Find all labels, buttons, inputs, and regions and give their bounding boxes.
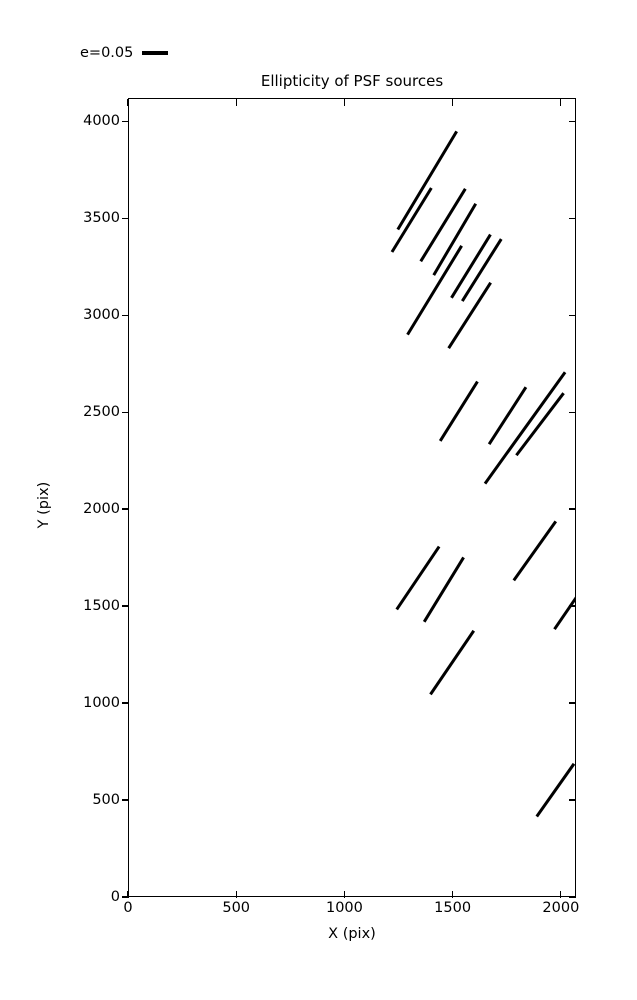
y-tick-mark <box>122 314 129 316</box>
y-tick-mark-right <box>569 605 576 607</box>
y-tick-mark <box>122 120 129 122</box>
y-tick-mark-right <box>569 314 576 316</box>
whisker-stick <box>447 281 492 350</box>
x-tick-mark-top <box>235 99 237 106</box>
whisker-stick <box>390 187 433 253</box>
whisker-stick <box>450 233 492 299</box>
y-tick-label: 3000 <box>83 307 120 324</box>
y-tick-label: 2000 <box>83 501 120 518</box>
horizontal-line-key-icon <box>142 51 169 56</box>
whisker-stick <box>461 238 503 302</box>
whisker-stick <box>396 130 458 231</box>
whisker-stick <box>438 380 479 442</box>
y-tick-mark-right <box>569 120 576 122</box>
plot-axes-frame <box>128 98 576 897</box>
y-axis-label: Y (pix) <box>36 481 52 529</box>
y-tick-mark-right <box>569 799 576 801</box>
y-tick-label: 3500 <box>83 210 120 227</box>
page-title: Ellipticity of PSF sources <box>260 72 444 90</box>
y-tick-mark-right <box>569 508 576 510</box>
y-tick-mark <box>122 217 129 219</box>
legend-scale-key: e=0.05 <box>80 45 169 61</box>
x-tick-mark-top <box>560 99 562 106</box>
whisker-stick <box>535 762 575 818</box>
y-tick-mark-right <box>569 896 576 898</box>
whisker-stick <box>422 556 465 623</box>
whisker-stick <box>515 392 565 457</box>
whisker-stick <box>429 629 476 696</box>
x-tick-mark <box>451 891 454 898</box>
y-tick-mark-right <box>569 702 576 704</box>
y-tick-label: 2500 <box>83 404 120 421</box>
y-tick-mark <box>122 605 129 607</box>
x-tick-label: 500 <box>222 900 251 916</box>
x-tick-label: 2000 <box>542 900 580 916</box>
y-tick-label: 0 <box>110 889 120 905</box>
x-axis-label: X (pix) <box>328 926 376 942</box>
y-tick-mark <box>122 896 129 898</box>
whisker-stick <box>483 371 567 485</box>
whisker-series <box>390 130 575 818</box>
x-tick-label: 1000 <box>325 900 363 916</box>
y-tick-label: 1500 <box>83 598 120 615</box>
whisker-stick <box>406 245 463 336</box>
whisker-stick <box>512 520 558 582</box>
x-tick-mark-top <box>127 99 129 106</box>
x-tick-mark <box>127 891 129 898</box>
whisker-stick <box>419 188 467 263</box>
x-tick-label: 1500 <box>434 900 472 916</box>
x-tick-mark-top <box>343 99 346 106</box>
y-tick-mark <box>122 799 129 801</box>
whisker-stick <box>487 386 528 446</box>
x-tick-mark <box>343 891 346 898</box>
x-tick-mark-top <box>451 99 454 106</box>
x-tick-mark <box>235 891 237 898</box>
x-tick-mark <box>560 891 562 898</box>
whisker-stick <box>395 545 441 611</box>
y-tick-label: 4000 <box>83 113 120 130</box>
y-tick-mark-right <box>569 411 576 413</box>
y-tick-mark <box>122 411 129 413</box>
x-tick-label: 0 <box>123 900 133 916</box>
y-tick-label: 1000 <box>83 695 120 712</box>
y-tick-mark-right <box>569 217 576 219</box>
legend-scale-label: e=0.05 <box>80 45 134 61</box>
y-tick-label: 500 <box>92 792 120 809</box>
y-tick-mark <box>122 508 129 510</box>
y-tick-mark <box>122 702 129 704</box>
whisker-stick <box>553 596 575 631</box>
whisker-stick <box>432 202 478 276</box>
